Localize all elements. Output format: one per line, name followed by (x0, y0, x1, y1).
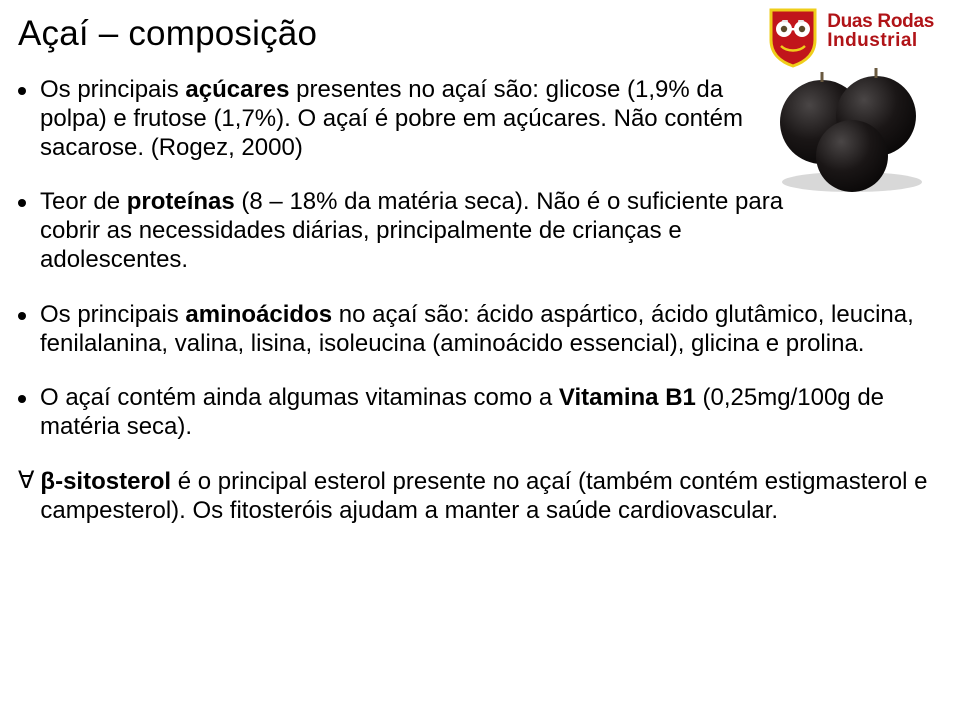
bullet-item: Os principais açúcares presentes no açaí… (18, 76, 788, 162)
acai-illustration (764, 64, 934, 196)
bullet-text: Os principais aminoácidos no açaí são: á… (40, 301, 928, 359)
bullet-dot-icon (18, 87, 26, 95)
plain-text: é o principal esterol presente no açaí (… (40, 468, 927, 524)
bullet-item: O açaí contém ainda algumas vitaminas co… (18, 384, 928, 442)
brand-line1: Duas Rodas (827, 12, 934, 31)
brand-text: Duas Rodas Industrial (827, 6, 934, 51)
brand-logo: Duas Rodas Industrial (767, 6, 934, 68)
bullet-dot-icon (18, 199, 26, 207)
slide-page: Duas Rodas Industrial Açaí – composição … (0, 0, 960, 706)
bullet-text: Os principais açúcares presentes no açaí… (40, 76, 788, 162)
brand-line2: Industrial (827, 31, 934, 50)
plain-text: O açaí contém ainda algumas vitaminas co… (40, 384, 559, 411)
bold-text: Vitamina B1 (559, 384, 696, 411)
shield-icon (767, 6, 819, 68)
bullet-dot-icon (18, 312, 26, 320)
plain-text: Os principais (40, 301, 185, 328)
bullet-item: Os principais aminoácidos no açaí são: á… (18, 301, 928, 359)
bold-text: β-sitosterol (40, 468, 171, 495)
plain-text: Teor de (40, 188, 127, 215)
bullet-dot-icon (18, 395, 26, 403)
bullet-text: O açaí contém ainda algumas vitaminas co… (40, 384, 928, 442)
bullet-text: β-sitosterol é o principal esterol prese… (40, 468, 928, 526)
bullet-text: Teor de proteínas (8 – 18% da matéria se… (40, 188, 788, 274)
plain-text: Os principais (40, 76, 185, 103)
bold-text: proteínas (127, 188, 235, 215)
bullet-item: Teor de proteínas (8 – 18% da matéria se… (18, 188, 788, 274)
forall-icon: ∀ (18, 469, 34, 493)
bold-text: açúcares (185, 76, 289, 103)
bullet-item: ∀β-sitosterol é o principal esterol pres… (18, 468, 928, 526)
bold-text: aminoácidos (185, 301, 332, 328)
